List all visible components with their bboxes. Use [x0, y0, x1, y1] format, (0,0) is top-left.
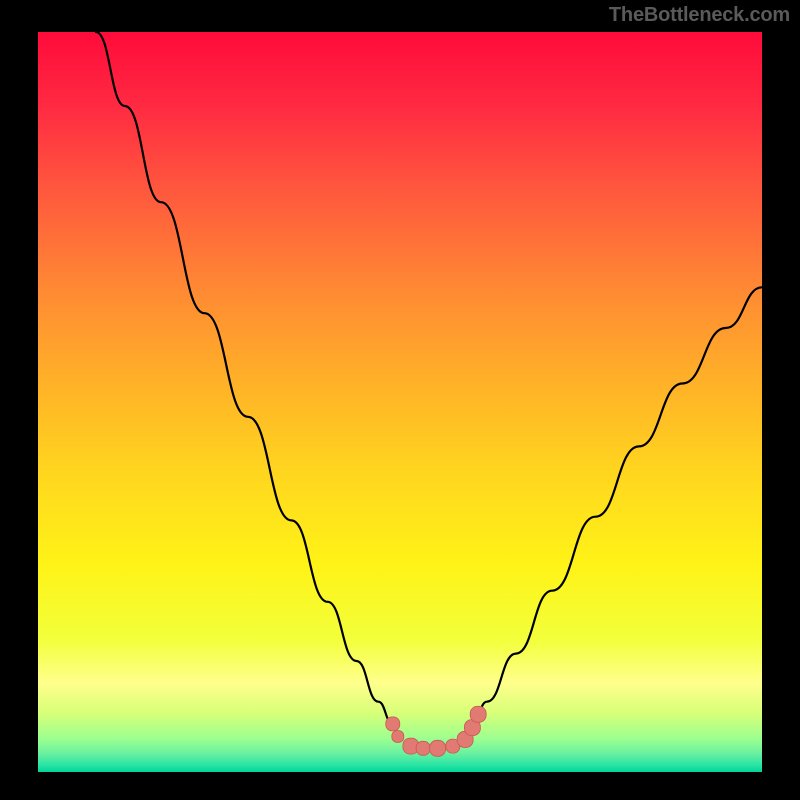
markers-group — [386, 706, 486, 756]
marker-point — [430, 740, 446, 756]
marker-point — [416, 741, 430, 755]
marker-point — [392, 730, 404, 742]
plot-area — [38, 32, 762, 772]
watermark: TheBottleneck.com — [609, 4, 790, 27]
marker-point — [470, 706, 486, 722]
curve-layer — [38, 32, 762, 772]
bottleneck-curve — [96, 32, 762, 724]
marker-point — [386, 717, 400, 731]
